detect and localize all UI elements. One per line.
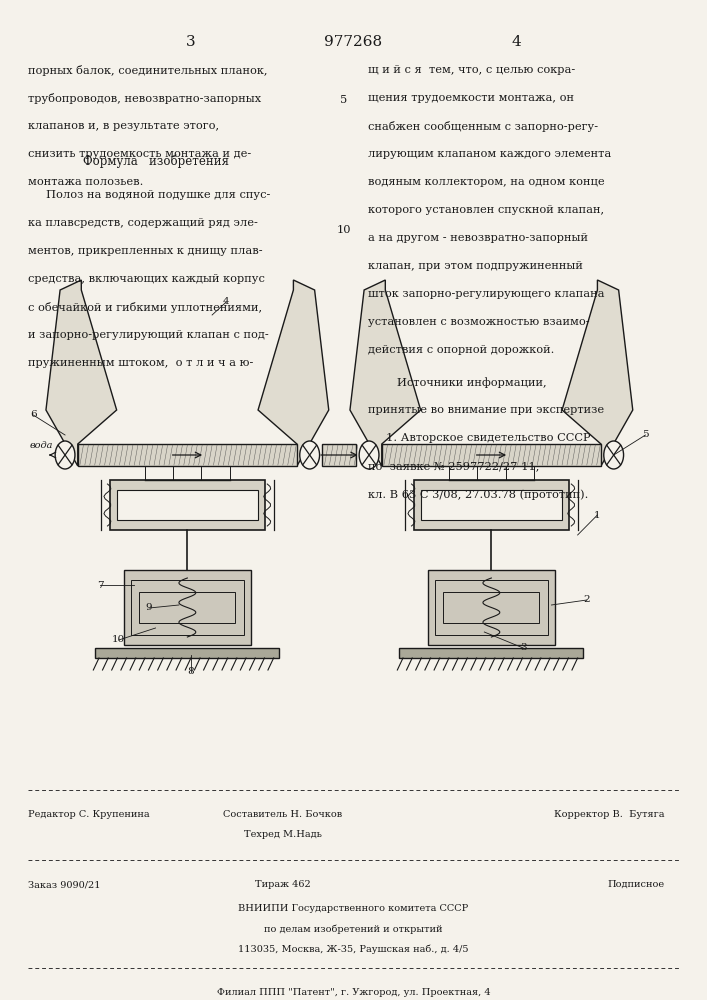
Text: 10: 10 — [337, 225, 351, 235]
Text: лирующим клапаном каждого элемента: лирующим клапаном каждого элемента — [368, 149, 611, 159]
Bar — [95, 648, 279, 658]
Text: ментов, прикрепленных к днищу плав-: ментов, прикрепленных к днищу плав- — [28, 246, 263, 256]
Text: монтажа полозьев.: монтажа полозьев. — [28, 177, 144, 187]
Bar — [322, 444, 356, 466]
Text: установлен с возможностью взаимо-: установлен с возможностью взаимо- — [368, 317, 589, 327]
Text: а на другом - невозвратно-запорный: а на другом - невозвратно-запорный — [368, 233, 588, 243]
Text: 5: 5 — [642, 430, 649, 439]
Bar — [78, 444, 297, 466]
Text: Формула   изобретения: Формула изобретения — [83, 155, 228, 168]
Text: порных балок, соединительных планок,: порных балок, соединительных планок, — [28, 65, 268, 76]
Text: принятые во внимание при экспертизе: принятые во внимание при экспертизе — [368, 405, 604, 415]
Text: ка плавсредств, содержащий ряд эле-: ка плавсредств, содержащий ряд эле- — [28, 218, 258, 228]
Circle shape — [604, 441, 624, 469]
Text: с обечайкой и гибкими уплотнениями,: с обечайкой и гибкими уплотнениями, — [28, 302, 262, 313]
Bar — [139, 592, 235, 623]
Polygon shape — [350, 280, 421, 466]
Bar — [124, 570, 251, 645]
Bar — [382, 444, 601, 466]
Text: кл. В 63 С 3/08, 27.03.78 (прототип).: кл. В 63 С 3/08, 27.03.78 (прототип). — [368, 489, 588, 500]
Bar — [443, 592, 539, 623]
Bar — [428, 570, 555, 645]
Text: Источники информации,: Источники информации, — [368, 377, 547, 388]
Circle shape — [300, 441, 320, 469]
Text: действия с опорной дорожкой.: действия с опорной дорожкой. — [368, 345, 554, 355]
Bar — [117, 490, 258, 520]
Text: Корректор В.  Бутяга: Корректор В. Бутяга — [554, 810, 665, 819]
Bar — [414, 480, 569, 530]
Text: 6: 6 — [30, 410, 37, 419]
Polygon shape — [562, 280, 633, 466]
Bar — [131, 580, 244, 635]
Text: трубопроводов, невозвратно-запорных: трубопроводов, невозвратно-запорных — [28, 93, 262, 104]
Text: Редактор С. Крупенина: Редактор С. Крупенина — [28, 810, 150, 819]
Text: средства, включающих каждый корпус: средства, включающих каждый корпус — [28, 274, 265, 284]
Text: Составитель Н. Бочков: Составитель Н. Бочков — [223, 810, 342, 819]
Text: щения трудоемкости монтажа, он: щения трудоемкости монтажа, он — [368, 93, 573, 103]
Text: ВНИИПИ Государственного комитета СССР: ВНИИПИ Государственного комитета СССР — [238, 904, 469, 913]
Text: клапанов и, в результате этого,: клапанов и, в результате этого, — [28, 121, 219, 131]
Text: и запорно-регулирующий клапан с под-: и запорно-регулирующий клапан с под- — [28, 330, 269, 340]
Text: вода: вода — [30, 440, 53, 450]
Text: Филиал ППП "Патент", г. Ужгород, ул. Проектная, 4: Филиал ППП "Патент", г. Ужгород, ул. Про… — [216, 988, 491, 997]
Text: 3: 3 — [186, 35, 196, 49]
Text: 9: 9 — [146, 603, 153, 612]
Bar — [110, 480, 265, 530]
Text: 8: 8 — [187, 668, 194, 677]
Text: 1. Авторское свидетельство СССР: 1. Авторское свидетельство СССР — [368, 433, 590, 443]
Bar — [399, 648, 583, 658]
Text: Тираж 462: Тираж 462 — [255, 880, 310, 889]
Circle shape — [55, 441, 75, 469]
Bar — [435, 580, 548, 635]
Polygon shape — [258, 280, 329, 466]
Text: Техред М.Надь: Техред М.Надь — [244, 830, 322, 839]
Text: Подписное: Подписное — [607, 880, 665, 889]
Text: Заказ 9090/21: Заказ 9090/21 — [28, 880, 101, 889]
Text: по  заявке № 2597722/27-11,: по заявке № 2597722/27-11, — [368, 461, 539, 471]
Text: 4: 4 — [511, 35, 521, 49]
Text: 7: 7 — [97, 580, 104, 589]
Text: 5: 5 — [340, 95, 347, 105]
Bar — [421, 490, 562, 520]
Polygon shape — [46, 280, 117, 466]
Text: пружиненным штоком,  о т л и ч а ю-: пружиненным штоком, о т л и ч а ю- — [28, 358, 254, 368]
Text: 113035, Москва, Ж-35, Раушская наб., д. 4/5: 113035, Москва, Ж-35, Раушская наб., д. … — [238, 944, 469, 954]
Text: щ и й с я  тем, что, с целью сокра-: щ и й с я тем, что, с целью сокра- — [368, 65, 575, 75]
Circle shape — [359, 441, 379, 469]
Text: шток запорно-регулирующего клапана: шток запорно-регулирующего клапана — [368, 289, 604, 299]
Text: по делам изобретений и открытий: по делам изобретений и открытий — [264, 924, 443, 934]
Text: 977268: 977268 — [325, 35, 382, 49]
Text: клапан, при этом подпружиненный: клапан, при этом подпружиненный — [368, 261, 583, 271]
Text: которого установлен спускной клапан,: которого установлен спускной клапан, — [368, 205, 604, 215]
Text: 1: 1 — [594, 510, 601, 520]
Text: водяным коллектором, на одном конце: водяным коллектором, на одном конце — [368, 177, 604, 187]
Text: 10: 10 — [112, 636, 125, 645]
Text: Полоз на водяной подушке для спус-: Полоз на водяной подушке для спус- — [28, 190, 271, 200]
Text: 4: 4 — [223, 298, 230, 306]
Text: 2: 2 — [583, 595, 590, 604]
Text: 3: 3 — [520, 644, 527, 652]
Text: снизить трудоемкость монтажа и де-: снизить трудоемкость монтажа и де- — [28, 149, 252, 159]
Text: снабжен сообщенным с запорно-регу-: снабжен сообщенным с запорно-регу- — [368, 121, 597, 132]
